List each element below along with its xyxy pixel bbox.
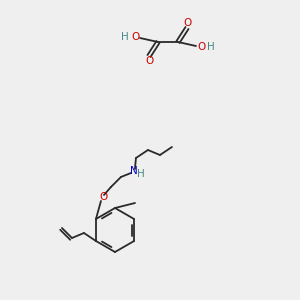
Text: O: O (197, 42, 205, 52)
Text: O: O (100, 192, 108, 202)
Text: O: O (131, 32, 139, 42)
Text: H: H (137, 169, 145, 179)
Text: O: O (145, 56, 153, 66)
Text: H: H (121, 32, 129, 42)
Text: N: N (130, 166, 138, 176)
Text: H: H (207, 42, 215, 52)
Text: O: O (183, 18, 191, 28)
